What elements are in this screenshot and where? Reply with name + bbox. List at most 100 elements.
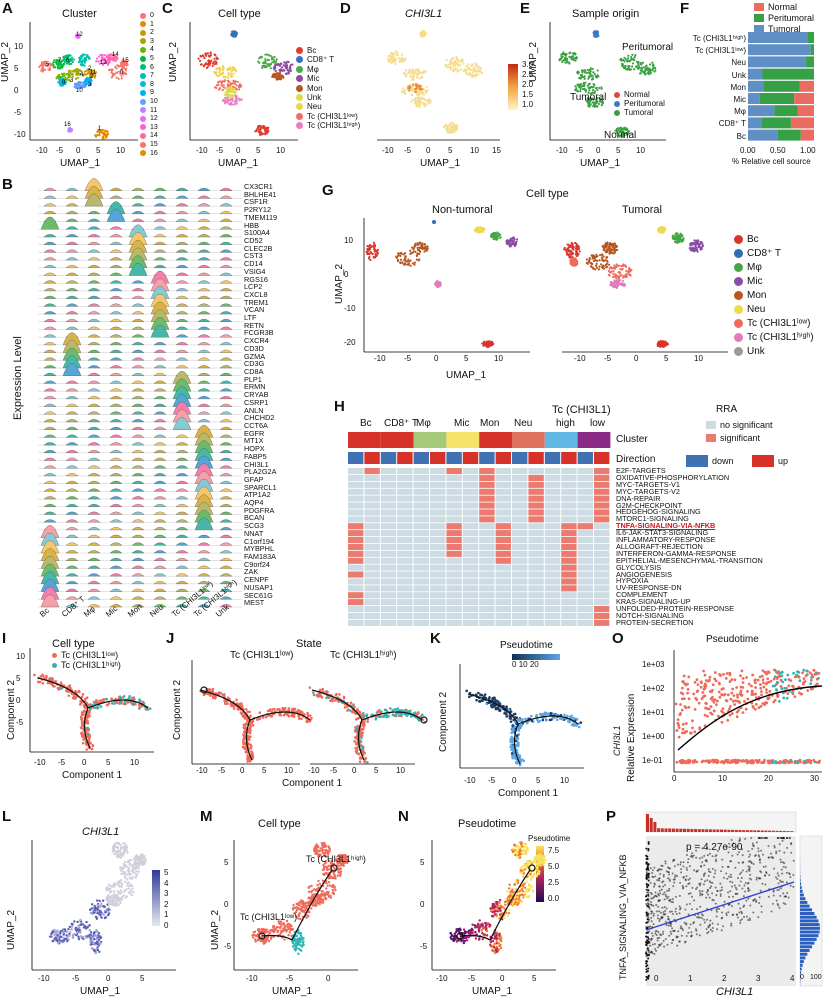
cell-point bbox=[449, 128, 452, 131]
bar-segment bbox=[759, 93, 795, 104]
cell-point bbox=[234, 97, 238, 101]
violin-shape bbox=[87, 604, 101, 608]
traj-point bbox=[41, 681, 45, 685]
heatmap-cell bbox=[544, 530, 561, 537]
cell-point bbox=[64, 76, 67, 80]
heatmap-cell bbox=[528, 557, 544, 564]
heatmap-cell bbox=[577, 592, 593, 599]
heatmap-cell bbox=[380, 488, 397, 495]
heatmap-cell bbox=[462, 495, 479, 502]
panel-f-rowlabel: Unk bbox=[731, 70, 746, 80]
violin-shape bbox=[175, 588, 189, 592]
cell-point bbox=[91, 75, 94, 78]
cell-point bbox=[406, 260, 409, 263]
cell-point bbox=[368, 255, 371, 259]
panel-a-ylabel: UMAP_2 bbox=[0, 41, 11, 82]
cell-point bbox=[407, 72, 410, 75]
violin-shape bbox=[219, 511, 233, 515]
violin-shape bbox=[87, 311, 101, 315]
traj-point bbox=[249, 714, 252, 718]
direction-cell bbox=[561, 452, 577, 464]
heatmap-cell bbox=[577, 543, 593, 550]
panel-g-umap bbox=[363, 218, 728, 353]
heatmap-cell bbox=[561, 468, 577, 475]
heatmap-cell bbox=[561, 599, 577, 606]
legend-dot bbox=[140, 141, 146, 148]
cell-point bbox=[395, 58, 398, 61]
traj-point bbox=[80, 721, 84, 724]
cell-point bbox=[204, 62, 208, 65]
violin-shape bbox=[219, 581, 233, 585]
cell-point bbox=[112, 59, 115, 62]
heatmap-cell bbox=[364, 557, 380, 564]
cell-point bbox=[114, 65, 117, 68]
heatmap-cell bbox=[462, 509, 479, 516]
cell-point bbox=[472, 75, 475, 78]
violin-shape bbox=[131, 442, 145, 446]
cell-point bbox=[400, 53, 404, 56]
violin-shape bbox=[43, 419, 57, 423]
panel-g-sub-nontumoral: Non-tumoral bbox=[432, 204, 493, 216]
heatmap-cell bbox=[348, 592, 364, 599]
cell-point bbox=[568, 55, 571, 59]
violin-shape bbox=[197, 396, 211, 400]
cell-point bbox=[231, 98, 234, 101]
heatmap-cell bbox=[413, 557, 429, 564]
cell-point bbox=[61, 75, 64, 78]
heatmap-cell bbox=[430, 592, 446, 599]
traj-point bbox=[71, 696, 75, 700]
heatmap-cell bbox=[594, 571, 610, 578]
cell-point bbox=[274, 63, 277, 66]
cell-point bbox=[209, 54, 212, 57]
violin-shape bbox=[175, 272, 189, 276]
heatmap-cell bbox=[528, 564, 544, 571]
violin-shape bbox=[87, 295, 101, 299]
cell-point bbox=[398, 60, 401, 63]
heatmap-cell bbox=[413, 530, 429, 537]
cell-point bbox=[473, 68, 477, 71]
panel-h-group-label: Bc bbox=[360, 418, 372, 429]
heatmap-cell bbox=[446, 523, 462, 530]
heatmap-cell bbox=[512, 530, 528, 537]
heatmap-cell bbox=[380, 606, 397, 613]
heatmap-cell bbox=[397, 557, 413, 564]
cell-point bbox=[104, 136, 108, 139]
cell-point bbox=[626, 57, 630, 60]
violin-shape bbox=[109, 249, 123, 253]
cell-point bbox=[434, 282, 437, 286]
violin-shape bbox=[219, 272, 233, 276]
cell-point bbox=[407, 258, 410, 261]
violin-shape bbox=[197, 303, 211, 307]
cell-point bbox=[618, 281, 621, 285]
cell-point bbox=[638, 72, 642, 75]
cell-point bbox=[591, 88, 595, 92]
cell-point bbox=[456, 68, 459, 72]
cell-point bbox=[100, 129, 103, 132]
heatmap-cell bbox=[528, 468, 544, 475]
violin-shape bbox=[219, 288, 233, 292]
cell-point bbox=[574, 85, 577, 88]
cell-point bbox=[287, 69, 290, 72]
panel-g-xtick: 5 bbox=[664, 354, 669, 363]
heatmap-cell bbox=[348, 571, 364, 578]
violin-shape bbox=[84, 193, 104, 207]
cell-point bbox=[233, 82, 237, 85]
traj-point bbox=[53, 680, 57, 683]
panel-b-gene-label: SPARCL1 bbox=[244, 482, 277, 492]
heatmap-cell bbox=[577, 557, 593, 564]
violin-shape bbox=[87, 326, 101, 330]
panel-f-rowlabel: CD8⁺ T bbox=[718, 119, 746, 129]
cell-point bbox=[202, 55, 205, 58]
violin-shape bbox=[109, 473, 123, 477]
cd8-point bbox=[432, 220, 436, 224]
heatmap-cell bbox=[462, 578, 479, 585]
heatmap-cell bbox=[364, 592, 380, 599]
cell-point bbox=[279, 68, 282, 71]
panel-b-gene-label: CLEC2B bbox=[244, 243, 273, 253]
cell-point bbox=[229, 72, 232, 75]
cell-point bbox=[226, 90, 229, 93]
violin-shape bbox=[219, 550, 233, 554]
panel-e-xtick: -5 bbox=[576, 146, 584, 155]
cell-point bbox=[447, 126, 450, 129]
